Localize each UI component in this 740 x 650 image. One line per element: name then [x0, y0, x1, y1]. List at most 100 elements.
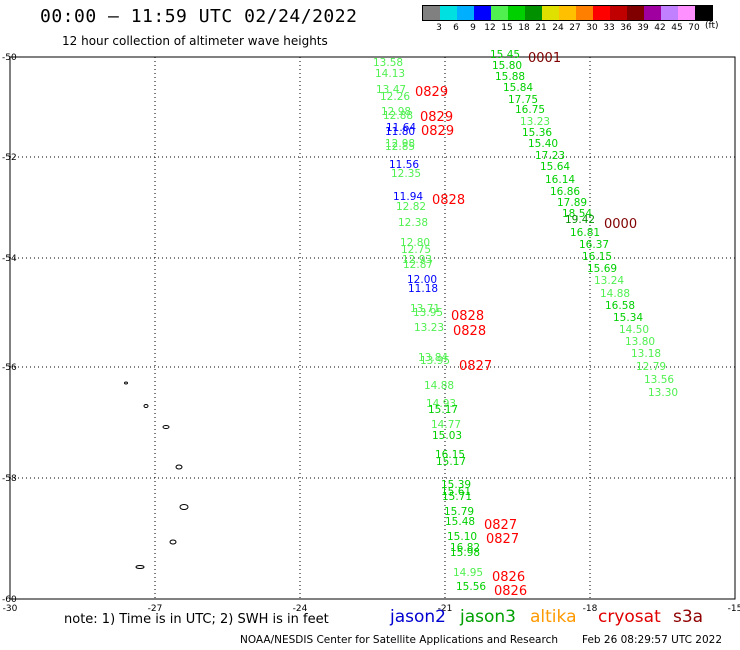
pass-time-label: 0827 — [459, 359, 492, 374]
pass-time-label: 0828 — [432, 193, 465, 208]
footer-timestamp: Feb 26 08:29:57 UTC 2022 — [582, 634, 722, 646]
map-frame — [9, 56, 736, 600]
color-scale-bar — [422, 5, 713, 21]
color-swatch — [695, 6, 712, 20]
wave-height-label: 12.79 — [636, 361, 666, 373]
color-swatch — [593, 6, 610, 20]
wave-height-label: 12.85 — [385, 141, 415, 153]
color-scale-legend: 3 6 9 12 15 18 21 24 27 30 33 36 39 42 45 70 — [422, 5, 713, 35]
color-scale-tick-label: 12 — [484, 23, 496, 33]
color-scale-tick-label: 39 — [637, 23, 649, 33]
wave-height-label: 12.88 — [383, 110, 413, 122]
pass-time-label: 0001 — [528, 51, 561, 66]
wave-height-label: 13.24 — [594, 275, 624, 287]
color-swatch — [661, 6, 678, 20]
wave-height-label: 12.75 — [401, 244, 431, 256]
pass-time-label: 0000 — [604, 217, 637, 232]
wave-height-label: 15.61 — [441, 486, 471, 498]
wave-height-label: 15.88 — [495, 71, 525, 83]
color-scale-tick-label: 42 — [654, 23, 666, 33]
pass-time-label: 0826 — [494, 584, 527, 599]
wave-height-label: 12.82 — [396, 201, 426, 213]
wave-height-label: 15.40 — [528, 138, 558, 150]
color-scale-tick-label: 15 — [501, 23, 513, 33]
color-scale-tick-label: 24 — [552, 23, 564, 33]
color-swatch — [525, 6, 542, 20]
map-subtitle: 12 hour collection of altimeter wave hei… — [62, 34, 328, 48]
wave-height-label: 12.98 — [385, 138, 415, 150]
wave-height-label: 11.18 — [408, 283, 438, 295]
wave-height-label: 15.17 — [436, 456, 466, 468]
wave-height-label: 14.95 — [453, 567, 483, 579]
island-outline — [175, 464, 183, 470]
color-swatch — [457, 6, 474, 20]
color-swatch — [474, 6, 491, 20]
wave-height-label: 12.35 — [391, 168, 421, 180]
wave-height-label: 16.37 — [579, 239, 609, 251]
wave-height-label: 15.79 — [444, 506, 474, 518]
color-swatch — [678, 6, 695, 20]
wave-height-label: 15.69 — [587, 263, 617, 275]
wave-height-label: 14.13 — [375, 68, 405, 80]
longitude-label: -15 — [728, 604, 740, 614]
legend-cryosat: cryosat — [598, 607, 661, 627]
pass-time-label: 0829 — [415, 85, 448, 100]
wave-height-label: 16.75 — [515, 104, 545, 116]
color-scale-tick-label: 27 — [569, 23, 581, 33]
wave-height-label: 15.34 — [613, 312, 643, 324]
wave-height-label: 13.84 — [418, 352, 448, 364]
color-swatch — [610, 6, 627, 20]
wave-height-label: 13.95 — [420, 355, 450, 367]
color-scale-tick-label: 9 — [470, 23, 476, 33]
wave-height-label: 19.42 — [565, 214, 595, 226]
wave-height-label: 16.15 — [435, 449, 465, 461]
color-scale-tick-label: 33 — [603, 23, 615, 33]
longitude-label: -21 — [438, 604, 453, 614]
wave-height-label: 15.17 — [428, 404, 458, 416]
wave-height-label: 15.03 — [432, 430, 462, 442]
wave-height-label: 14.93 — [426, 398, 456, 410]
wave-height-label: 12.00 — [407, 274, 437, 286]
wave-height-label: 13.71 — [410, 303, 440, 315]
wave-height-label: 15.71 — [442, 491, 472, 503]
wave-height-label: 15.64 — [540, 161, 570, 173]
wave-height-label: 14.88 — [600, 288, 630, 300]
wave-height-label: 16.14 — [545, 174, 575, 186]
color-swatch — [423, 6, 440, 20]
wave-height-label: 11.56 — [389, 159, 419, 171]
wave-height-label: 12.26 — [380, 91, 410, 103]
wave-height-label: 15.10 — [447, 531, 477, 543]
wave-height-label: 16.15 — [582, 251, 612, 263]
island-outline — [143, 404, 149, 408]
wave-height-label: 13.56 — [644, 374, 674, 386]
pass-time-label: 0827 — [486, 532, 519, 547]
longitude-label: -18 — [583, 604, 598, 614]
latitude-label: -56 — [2, 363, 17, 373]
pass-time-label: 0828 — [453, 324, 486, 339]
wave-height-label: 13.23 — [520, 116, 550, 128]
color-scale-tick-label: 6 — [453, 23, 459, 33]
wave-height-label: 15.36 — [522, 127, 552, 139]
latitude-label: -54 — [2, 254, 17, 264]
pass-time-label: 0827 — [484, 518, 517, 533]
wave-height-label: 11.64 — [386, 122, 416, 134]
island-outline — [135, 565, 145, 569]
wave-height-label: 16.58 — [605, 300, 635, 312]
color-scale-tick-label: 45 — [671, 23, 683, 33]
wave-height-label: 16.81 — [570, 227, 600, 239]
wave-height-label: 11.94 — [393, 191, 423, 203]
footer-organization: NOAA/NESDIS Center for Satellite Applica… — [240, 634, 558, 646]
color-scale-ticks: 3 6 9 12 15 18 21 24 27 30 33 36 39 42 45 70 — [422, 21, 713, 35]
wave-height-label: 13.30 — [648, 387, 678, 399]
color-scale-tick-label: 18 — [518, 23, 530, 33]
wave-height-label: 17.75 — [508, 94, 538, 106]
legend-s3a: s3a — [673, 607, 704, 627]
wave-height-label: 15.80 — [492, 60, 522, 72]
island-outline — [169, 539, 177, 545]
island-outline — [124, 381, 128, 385]
color-swatch — [627, 6, 644, 20]
wave-height-label: 12.87 — [403, 259, 433, 271]
wave-height-label: 12.80 — [400, 237, 430, 249]
wave-height-label: 14.88 — [424, 380, 454, 392]
wave-height-label: 15.84 — [503, 82, 533, 94]
